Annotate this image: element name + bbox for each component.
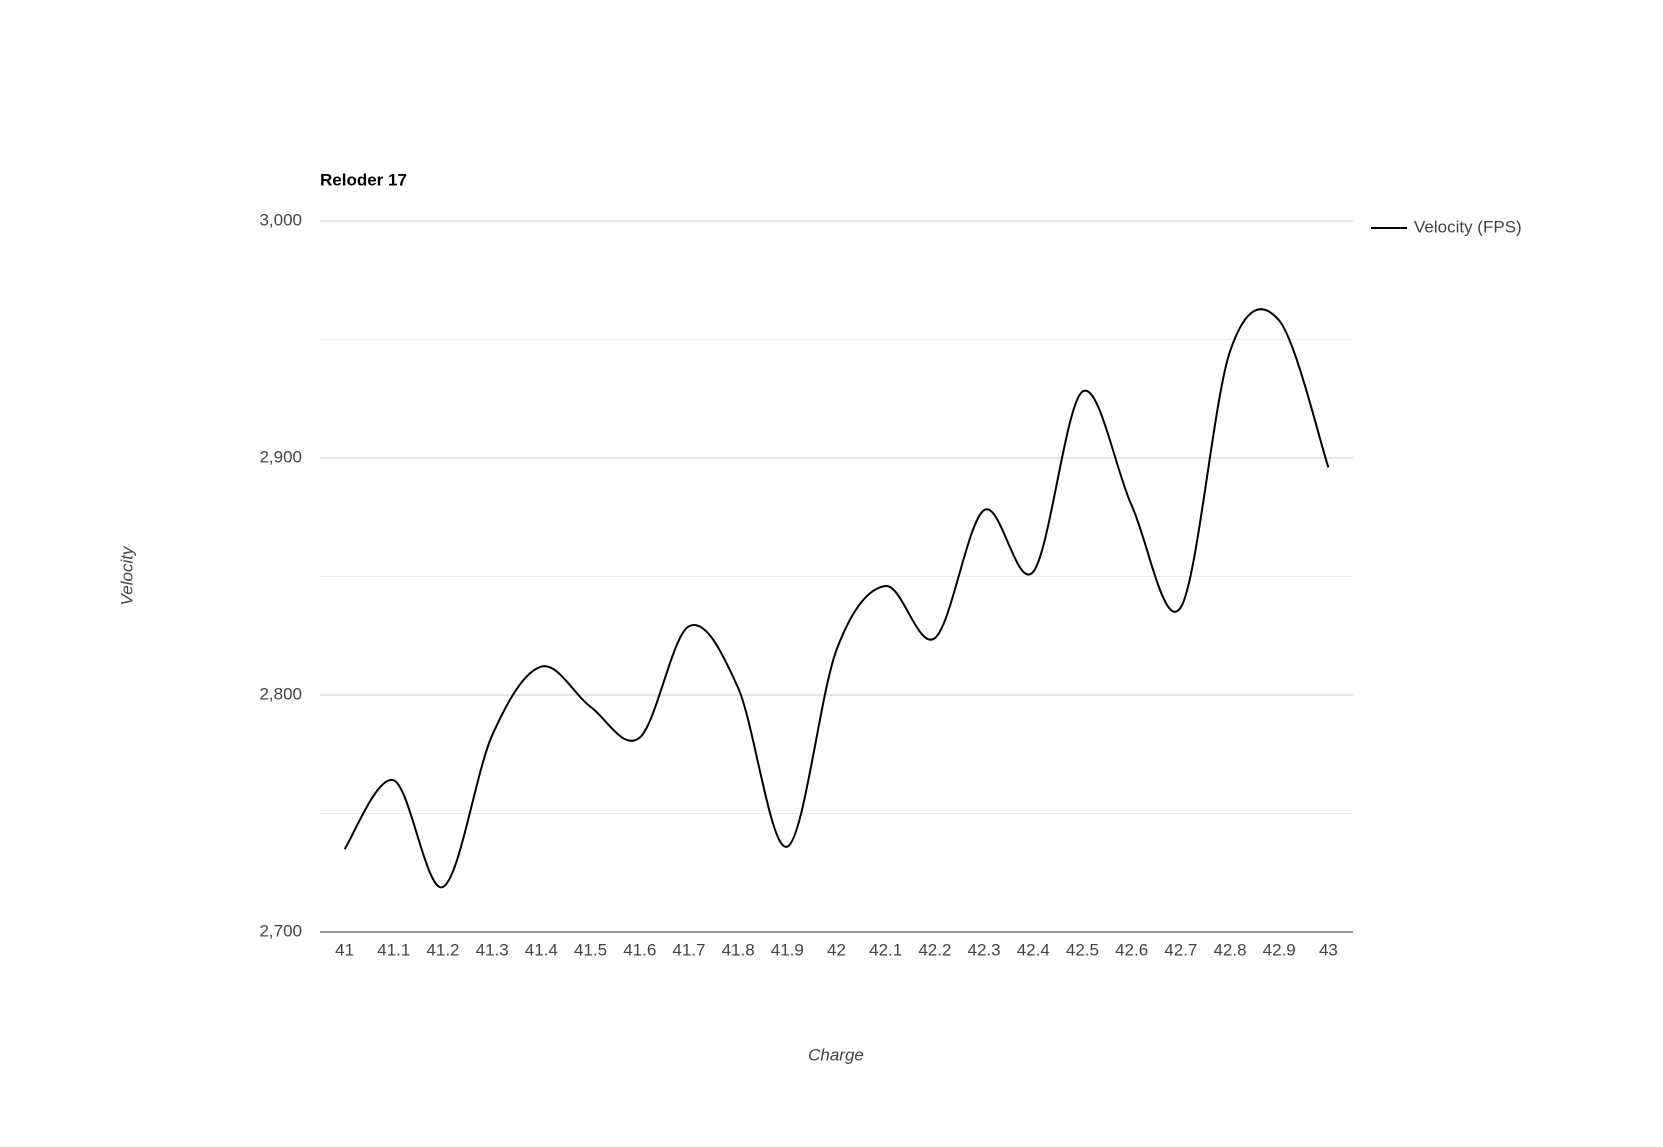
x-tick-label: 41.8 <box>722 940 755 959</box>
series-line <box>343 308 1330 888</box>
x-tick-label: 42.8 <box>1213 940 1246 959</box>
legend-label: Velocity (FPS) <box>1414 217 1522 236</box>
x-tick-label: 41.9 <box>771 940 804 959</box>
x-tick-label: 41 <box>335 940 354 959</box>
y-tick-label: 2,700 <box>259 921 302 940</box>
x-tick-label: 41.1 <box>377 940 410 959</box>
x-tick-label: 41.6 <box>623 940 656 959</box>
x-tick-label: 41.7 <box>672 940 705 959</box>
x-tick-label: 41.5 <box>574 940 607 959</box>
x-tick-label: 41.4 <box>525 940 558 959</box>
y-tick-label: 3,000 <box>259 210 302 229</box>
x-tick-label: 41.2 <box>426 940 459 959</box>
x-tick-label: 42.5 <box>1066 940 1099 959</box>
y-tick-label: 2,800 <box>259 684 302 703</box>
x-tick-label: 42.3 <box>968 940 1001 959</box>
x-tick-label: 42.2 <box>918 940 951 959</box>
x-tick-label: 42.1 <box>869 940 902 959</box>
x-tick-label: 42 <box>827 940 846 959</box>
x-tick-label: 42.7 <box>1164 940 1197 959</box>
y-axis-label: Velocity <box>117 545 136 605</box>
x-axis-label: Charge <box>808 1045 864 1064</box>
x-tick-label: 43 <box>1319 940 1338 959</box>
x-tick-label: 42.4 <box>1017 940 1050 959</box>
x-tick-label: 41.3 <box>476 940 509 959</box>
chart-title: Reloder 17 <box>320 170 407 189</box>
x-tick-label: 42.9 <box>1263 940 1296 959</box>
y-tick-label: 2,900 <box>259 447 302 466</box>
x-tick-label: 42.6 <box>1115 940 1148 959</box>
